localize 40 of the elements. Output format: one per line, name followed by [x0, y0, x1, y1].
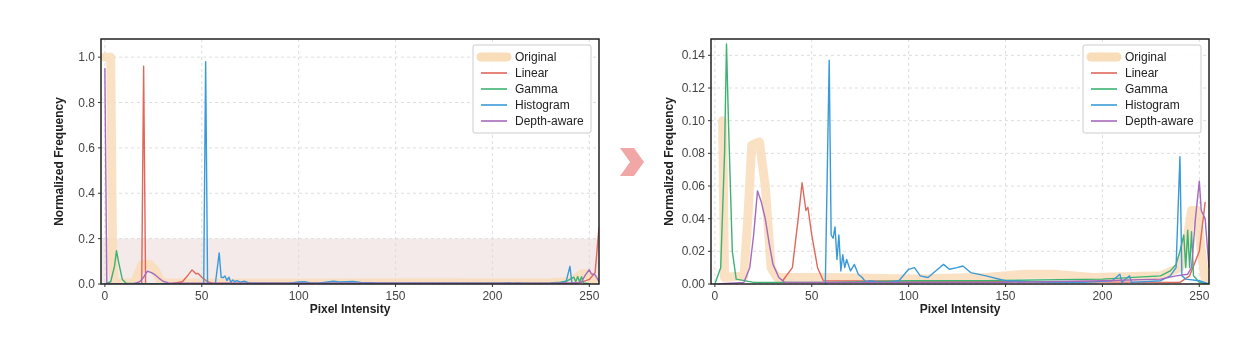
x-tick-label: 150 [385, 289, 406, 303]
legend-label: Depth-aware [515, 114, 585, 128]
y-axis-title: Normalized Frequency [52, 96, 66, 226]
y-tick-label: 0.12 [681, 81, 706, 95]
legend-label: Histogram [1125, 98, 1180, 112]
y-axis-title: Normalized Frequency [662, 96, 676, 226]
x-tick-label: 200 [482, 289, 503, 303]
y-tick-label: 0.04 [681, 211, 706, 226]
x-tick-label: 150 [995, 289, 1016, 303]
x-tick-label: 0 [711, 289, 719, 303]
y-tick-label: 0.2 [78, 231, 96, 246]
y-tick-label: 0.8 [78, 95, 96, 110]
y-tick-label: 0.02 [681, 244, 706, 259]
x-tick-label: 100 [898, 289, 919, 303]
x-tick-label: 250 [579, 289, 600, 303]
legend-label: Gamma [515, 82, 558, 96]
x-tick-label: 250 [1189, 289, 1210, 303]
y-tick-label: 0.0 [78, 277, 96, 291]
x-tick-label: 200 [1092, 289, 1113, 303]
legend-label: Gamma [1125, 82, 1168, 96]
y-tick-label: 0.00 [681, 277, 706, 291]
y-tick-label: 0.6 [78, 140, 96, 155]
y-tick-label: 0.06 [681, 179, 706, 193]
x-tick-label: 50 [805, 289, 819, 303]
y-tick-label: 0.14 [681, 48, 706, 63]
legend-label: Linear [1125, 66, 1159, 80]
x-tick-label: 0 [101, 289, 109, 303]
x-tick-label: 50 [195, 289, 209, 303]
legend-label: Original [515, 50, 557, 64]
y-tick-label: 0.08 [681, 146, 706, 161]
legend-label: Linear [515, 66, 549, 80]
x-axis-title: Pixel Intensity [919, 302, 1001, 316]
legend-label: Original [1125, 50, 1167, 64]
y-tick-label: 0.10 [681, 113, 706, 128]
legend-label: Histogram [515, 98, 570, 112]
y-tick-label: 0.4 [78, 186, 96, 201]
y-tick-label: 1.0 [78, 50, 96, 65]
legend-label: Depth-aware [1125, 114, 1195, 128]
x-axis-title: Pixel Intensity [309, 302, 391, 316]
x-tick-label: 100 [288, 289, 309, 303]
